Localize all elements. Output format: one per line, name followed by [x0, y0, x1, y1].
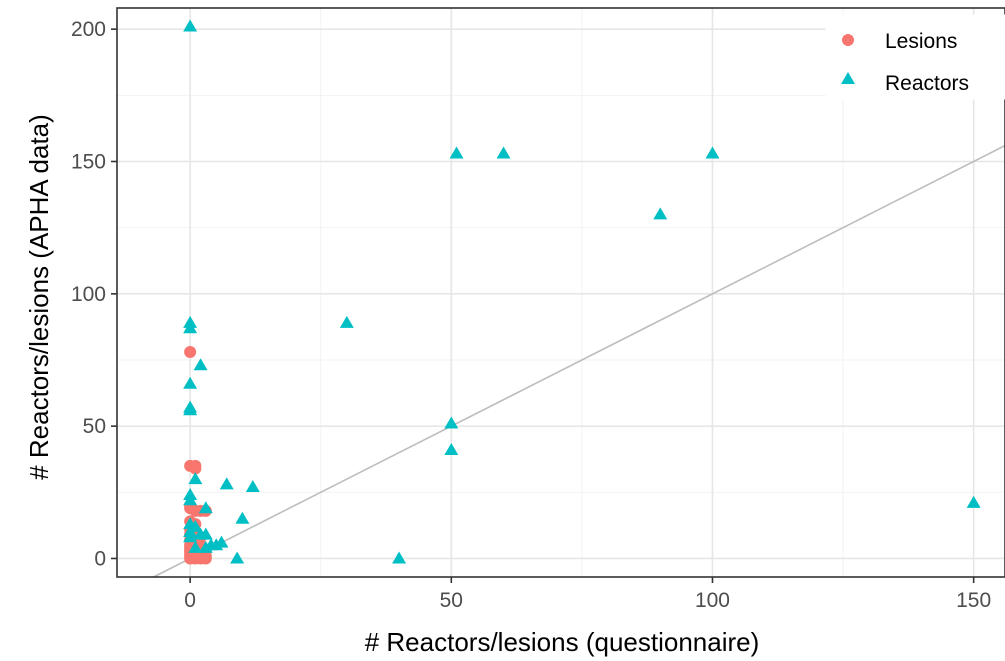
y-tick-label: 50 — [83, 415, 106, 438]
y-tick-label: 100 — [71, 283, 106, 306]
axis-ticks: 0 50 100 150 0 50 100 150 200 — [71, 18, 991, 612]
reactors-point — [193, 358, 208, 371]
reactors-point — [198, 501, 213, 514]
y-tick-label: 150 — [71, 150, 106, 173]
legend-reactors-marker — [841, 72, 855, 84]
reactors-point — [235, 511, 250, 524]
reactors-point — [188, 540, 203, 553]
reactors-point — [392, 551, 407, 564]
legend-lesions-marker — [842, 34, 854, 46]
x-tick-label: 100 — [695, 589, 730, 612]
y-tick-label: 200 — [71, 18, 106, 41]
panel-border — [116, 7, 1005, 578]
x-tick-label: 150 — [956, 589, 991, 612]
reactors-point — [183, 376, 198, 389]
reactors-point — [339, 315, 354, 328]
identity-line — [153, 144, 1005, 578]
reactors-point — [444, 416, 459, 429]
reactors-point — [183, 321, 198, 334]
reactors-point — [183, 403, 198, 416]
x-tick-label: 0 — [184, 589, 196, 612]
reactors-point — [209, 538, 224, 551]
reactors-point — [183, 19, 198, 32]
lesions-point — [189, 462, 202, 475]
legend: Lesions Reactors — [825, 14, 1005, 100]
reactors-point — [653, 207, 668, 220]
reactors-point — [198, 540, 213, 553]
reactors-point — [966, 495, 981, 508]
reactors-point — [219, 477, 234, 490]
reactors-point — [198, 527, 213, 540]
reactors-point — [183, 530, 198, 543]
y-axis-title: # Reactors/lesions (APHA data) — [24, 114, 54, 480]
reference-line-layer — [153, 144, 1005, 578]
reactors-point — [230, 551, 245, 564]
reactors-point — [188, 472, 203, 485]
legend-box — [825, 14, 1005, 100]
data-points — [183, 19, 981, 565]
reactors-point — [245, 480, 260, 493]
y-tick-label: 0 — [94, 547, 106, 570]
reactors-point — [444, 442, 459, 455]
x-tick-label: 50 — [440, 589, 463, 612]
lesions-point — [184, 346, 197, 359]
reactors-point — [449, 146, 464, 159]
grid — [117, 8, 1005, 577]
lesions-point — [199, 552, 212, 565]
reactors-point — [705, 146, 720, 159]
legend-lesions-label: Lesions — [885, 30, 957, 53]
x-axis-title: # Reactors/lesions (questionnaire) — [365, 627, 760, 657]
legend-reactors-label: Reactors — [885, 72, 969, 95]
plot-frame — [116, 7, 1005, 578]
reactors-point — [183, 493, 198, 506]
reactors-point — [496, 146, 511, 159]
